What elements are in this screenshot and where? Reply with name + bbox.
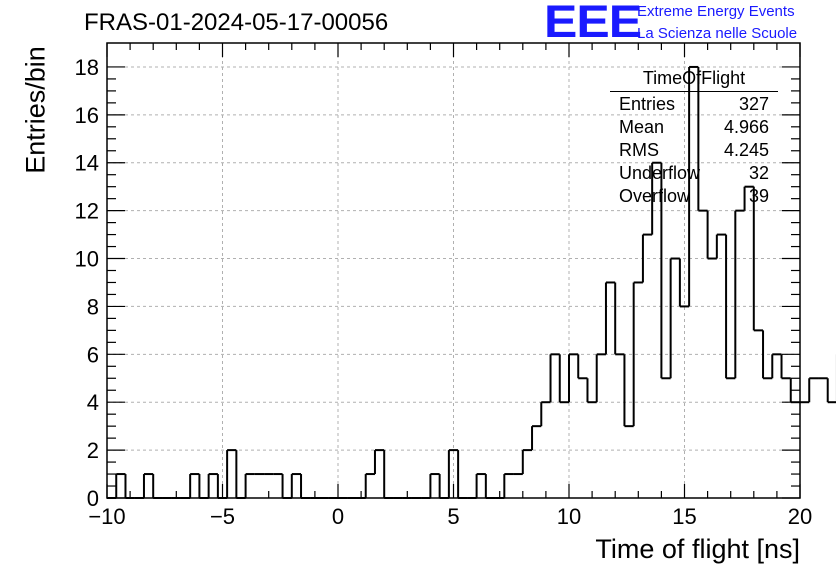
logo-line-2: La Scienza nelle Scuole [637,25,798,42]
stats-title: TimeOfFlight [610,68,778,92]
stats-value: 39 [748,186,769,206]
y-tick-label: 0 [87,486,99,511]
stats-label: Mean [619,117,665,137]
stats-row-entries: Entries 327 [610,93,778,116]
x-tick-label: 20 [788,504,812,529]
x-tick-label: −5 [210,504,235,529]
stats-label: RMS [619,140,659,160]
x-tick-label: 0 [332,504,344,529]
y-tick-label: 8 [87,294,99,319]
x-tick-label: 15 [672,504,696,529]
stats-box: TimeOfFlight Entries 327 Mean 4.966 RMS … [610,68,778,208]
stats-label: Underflow [619,163,701,183]
y-tick-label: 18 [75,55,99,80]
logo-line-1: Extreme Energy Events [637,3,795,20]
y-tick-label: 16 [75,103,99,128]
stats-row-overflow: Overflow 39 [610,185,778,208]
x-tick-label: 5 [447,504,459,529]
plot-frame [106,42,801,499]
stats-row-rms: RMS 4.245 [610,139,778,162]
y-tick-label: 6 [87,342,99,367]
stats-value: 4.245 [723,140,769,160]
stats-label: Entries [619,94,676,114]
run-title: FRAS-01-2024-05-17-00056 [84,9,389,36]
stats-row-mean: Mean 4.966 [610,116,778,139]
y-axis-label: Entries/bin [20,46,51,174]
stats-label: Overflow [619,186,691,206]
stats-row-underflow: Underflow 32 [610,162,778,185]
x-axis-label: Time of flight [ns] [595,534,800,564]
stats-value: 327 [738,94,769,114]
y-tick-label: 2 [87,438,99,463]
y-tick-label: 4 [87,390,99,415]
eee-logo: EEE [544,0,642,47]
x-tick-label: 10 [557,504,581,529]
stats-value: 4.966 [723,117,769,137]
y-tick-label: 14 [75,151,99,176]
x-tick-label: −10 [88,504,125,529]
stats-value: 32 [748,163,769,183]
y-tick-label: 10 [75,247,99,272]
y-tick-label: 12 [75,199,99,224]
